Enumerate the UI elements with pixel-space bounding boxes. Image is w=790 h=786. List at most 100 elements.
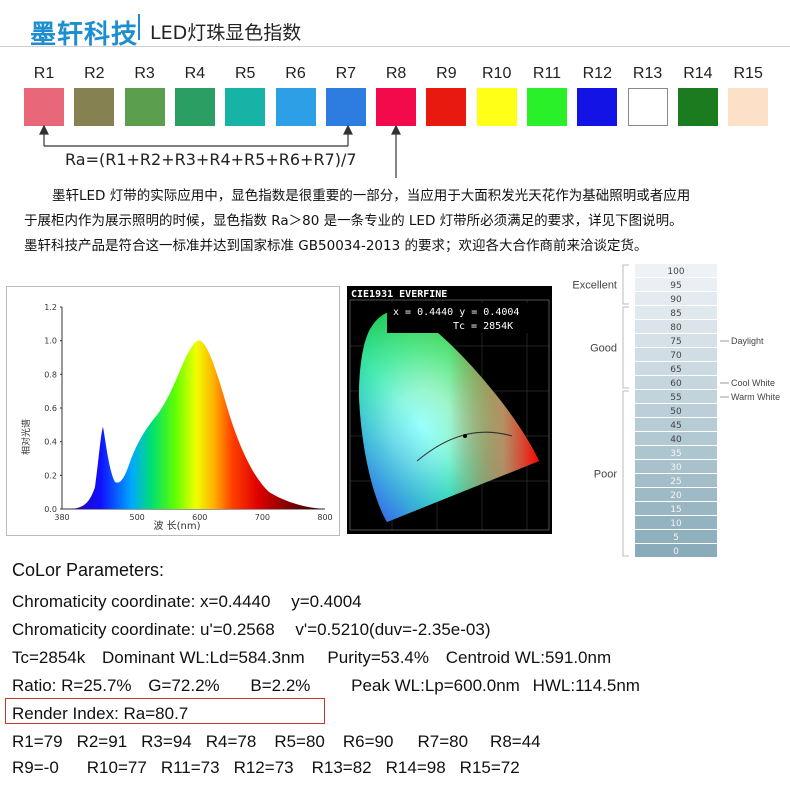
spectrum-ytick: 0.2 — [44, 471, 57, 480]
r-value: R5=80 — [274, 732, 325, 751]
category-label: Good — [590, 343, 617, 355]
swatch-color — [325, 88, 366, 126]
ladder-cell — [635, 348, 717, 361]
swatch-color — [577, 88, 618, 126]
spectrum-chart: 相对光谱 0.0 0.2 0.4 0.6 0.8 1.0 1.2 380 500 600 700 8… — [6, 286, 340, 536]
brand-name: 墨轩科技 — [30, 20, 139, 50]
ladder-cell — [635, 278, 717, 291]
spectrum-xtick: 800 — [317, 513, 332, 522]
swatch-r12: R12 — [577, 64, 618, 126]
r-value: R14=98 — [385, 758, 446, 777]
spectrum-ytick: 0.6 — [44, 404, 57, 413]
ladder-value: 65 — [670, 365, 681, 375]
ladder-value: 90 — [670, 295, 682, 305]
r-value: R8=44 — [490, 732, 541, 751]
spectrum-xtick: 380 — [54, 513, 69, 522]
r-value: R7=80 — [417, 732, 469, 751]
r-value: R11=73 — [160, 758, 220, 777]
swatch-color — [225, 88, 266, 126]
ladder-cell — [635, 320, 717, 333]
swatch-r11: R11 — [527, 64, 567, 126]
spectrum-ytick: 1.2 — [44, 303, 57, 312]
swatch-r15: R15 — [728, 64, 769, 126]
swatch-label: R8 — [385, 65, 407, 82]
ladder-cell — [635, 306, 717, 319]
ladder-cell — [635, 362, 717, 375]
r-value: R6=90 — [342, 732, 394, 751]
ladder-cell — [635, 446, 717, 459]
ladder-cell — [635, 474, 717, 487]
r-value: R13=82 — [311, 758, 372, 777]
swatch-color — [174, 88, 215, 126]
ladder-value: 55 — [670, 393, 681, 403]
ladder-cell — [635, 502, 717, 515]
swatch-color — [677, 88, 718, 126]
ladder-value: 95 — [670, 281, 681, 291]
ladder-value: 15 — [670, 505, 681, 515]
swatch-label: R15 — [733, 65, 763, 82]
swatch-label: R13 — [632, 65, 663, 82]
swatch-r14: R14 — [677, 64, 718, 126]
chromaticity-u: Chromaticity coordinate: u'=0.2568 — [12, 620, 275, 639]
ladder-cell — [635, 418, 717, 431]
ladder-value: 25 — [670, 477, 681, 487]
cie-svg: CIE1931 EVERFINE x = 0.4440 y = 0.4004 T… — [347, 286, 552, 534]
spectrum-ytick: 0.0 — [44, 505, 57, 514]
chromaticity-x: Chromaticity coordinate: x=0.4440 — [12, 592, 271, 611]
cie-diagram: CIE1931 EVERFINE x = 0.4440 y = 0.4004 T… — [347, 286, 552, 534]
param-tc: Tc=2854k — [12, 648, 86, 667]
swatch-color — [627, 88, 668, 126]
swatch-r8: R8 — [376, 64, 417, 126]
ladder-value: 85 — [670, 309, 681, 319]
ra-scale-svg: 1009590858075706560555045403530252015105… — [572, 264, 780, 557]
header-divider — [138, 14, 140, 40]
ladder-cell — [635, 334, 717, 347]
r-value: R4=78 — [205, 732, 257, 751]
swatch-r1: R1 — [24, 64, 64, 126]
ladder-value: 45 — [670, 421, 681, 431]
param-hwl: HWL:114.5nm — [532, 676, 640, 695]
swatch-label: R10 — [482, 65, 512, 82]
ladder-value: 35 — [670, 449, 681, 459]
swatch-color — [124, 88, 165, 126]
swatch-label: R7 — [335, 65, 357, 82]
ladder-cell — [635, 544, 717, 557]
spectrum-xtick: 600 — [192, 513, 207, 522]
swatch-r2: R2 — [74, 64, 115, 126]
swatch-label: R6 — [285, 65, 306, 82]
swatch-r5: R5 — [225, 64, 266, 126]
category-label: Poor — [594, 469, 618, 481]
ladder-value: 30 — [670, 463, 682, 473]
r-value: R15=72 — [459, 758, 520, 777]
swatch-label: R1 — [33, 65, 55, 82]
ladder-value: 75 — [670, 337, 681, 347]
swatch-label: R2 — [84, 65, 105, 82]
description-paragraph: 墨轩LED 灯带的实际应用中，显色指数是很重要的一部分，当应用于大面积发光天花作… — [24, 184, 774, 259]
spectrum-xtick: 500 — [130, 513, 145, 522]
chromaticity-v: v'=0.5210(duv=-2.35e-03) — [295, 620, 491, 639]
spectrum-xlabel: 波 长(nm) — [153, 519, 200, 532]
ladder-cell — [635, 390, 717, 403]
ladder-value: 20 — [670, 491, 682, 501]
paragraph-line: 墨轩LED 灯带的实际应用中，显色指数是很重要的一部分，当应用于大面积发光天花作… — [52, 188, 691, 204]
r-values-row-1: R1=79 R2=91 R3=94 R4=78 R5=80 R6=90 R7=80 R8=44 — [12, 732, 541, 752]
marker-label: Cool White — [731, 378, 775, 388]
params-heading: CoLor Parameters: — [12, 560, 165, 580]
chromaticity-y: y=0.4004 — [291, 592, 362, 611]
param-centroid-wl: Centroid WL:591.0nm — [445, 648, 612, 667]
spectrum-ytick: 0.4 — [44, 438, 57, 447]
formula-connector — [39, 124, 401, 178]
category-bracket — [622, 306, 629, 389]
ladder-cell — [635, 264, 717, 277]
paragraph-line: 墨轩科技产品是符合这一标准并达到国家标准 GB50034-2013 的要求；欢迎… — [24, 238, 648, 254]
ladder-cell — [635, 516, 717, 529]
ladder-cell — [635, 376, 717, 389]
ladder-cell — [635, 460, 717, 473]
cie-title: CIE1931 EVERFINE — [351, 289, 447, 300]
swatch-label: R4 — [184, 65, 206, 82]
ladder-cell — [635, 292, 717, 305]
marker-label: Daylight — [731, 336, 764, 346]
swatch-label: R14 — [683, 65, 713, 82]
r-values-row-2: R9=-0 R10=77 R11=73 R12=73 R13=82 R14=98 R15=7… — [12, 758, 520, 778]
spectrum-ytick: 0.8 — [44, 370, 57, 379]
